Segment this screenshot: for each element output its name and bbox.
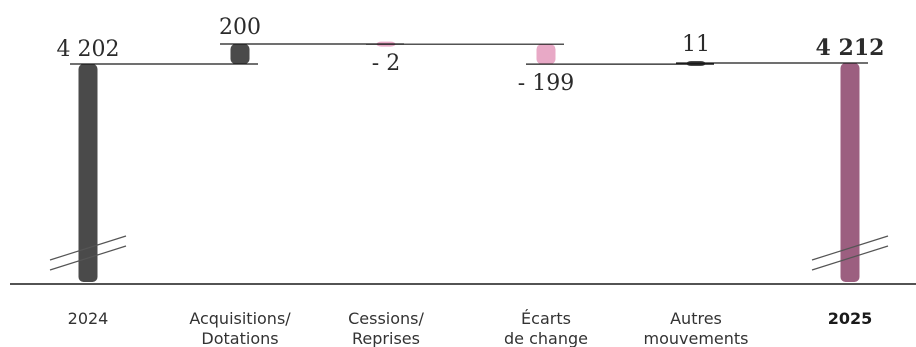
category-label-2025-1: 2025	[828, 309, 873, 328]
value-label-autres: 11	[682, 32, 710, 57]
axis-break-mark-2024-2	[49, 245, 127, 271]
bar-ecarts	[536, 44, 556, 65]
bars-layer	[78, 41, 860, 282]
axis-break-mark-2025-1	[811, 235, 889, 261]
bar-2024	[78, 64, 98, 282]
category-label-acq-1: Acquisitions/	[189, 309, 291, 328]
category-label-acq-2: Dotations	[201, 329, 278, 347]
value-label-2024: 4 202	[57, 37, 120, 62]
category-labels-layer: 2024 Acquisitions/Dotations Cessions/Repri…	[68, 309, 873, 347]
bar-acq	[230, 44, 250, 64]
category-label-2024-1: 2024	[68, 309, 109, 328]
connectors-layer	[70, 43, 868, 65]
category-label-autres-1: Autres	[670, 309, 722, 328]
value-label-2025: 4 212	[816, 35, 885, 61]
category-label-ecarts-2: de change	[504, 329, 588, 347]
axis-break-mark-2024-1	[49, 235, 127, 261]
value-label-cess: - 2	[372, 51, 400, 76]
category-label-ecarts-1: Écarts	[521, 309, 571, 328]
category-label-cess-1: Cessions/	[348, 309, 424, 328]
axis-break-mark-2025-2	[811, 245, 889, 271]
axis-breaks-layer	[49, 235, 889, 271]
value-label-ecarts: - 199	[518, 71, 574, 96]
category-label-cess-2: Reprises	[352, 329, 420, 347]
category-label-autres-2: mouvements	[643, 329, 748, 347]
bar-2025	[840, 63, 860, 282]
value-labels-layer: 4 202 200 - 2 - 199 11 4 212	[57, 15, 885, 96]
value-label-acq: 200	[219, 15, 261, 40]
